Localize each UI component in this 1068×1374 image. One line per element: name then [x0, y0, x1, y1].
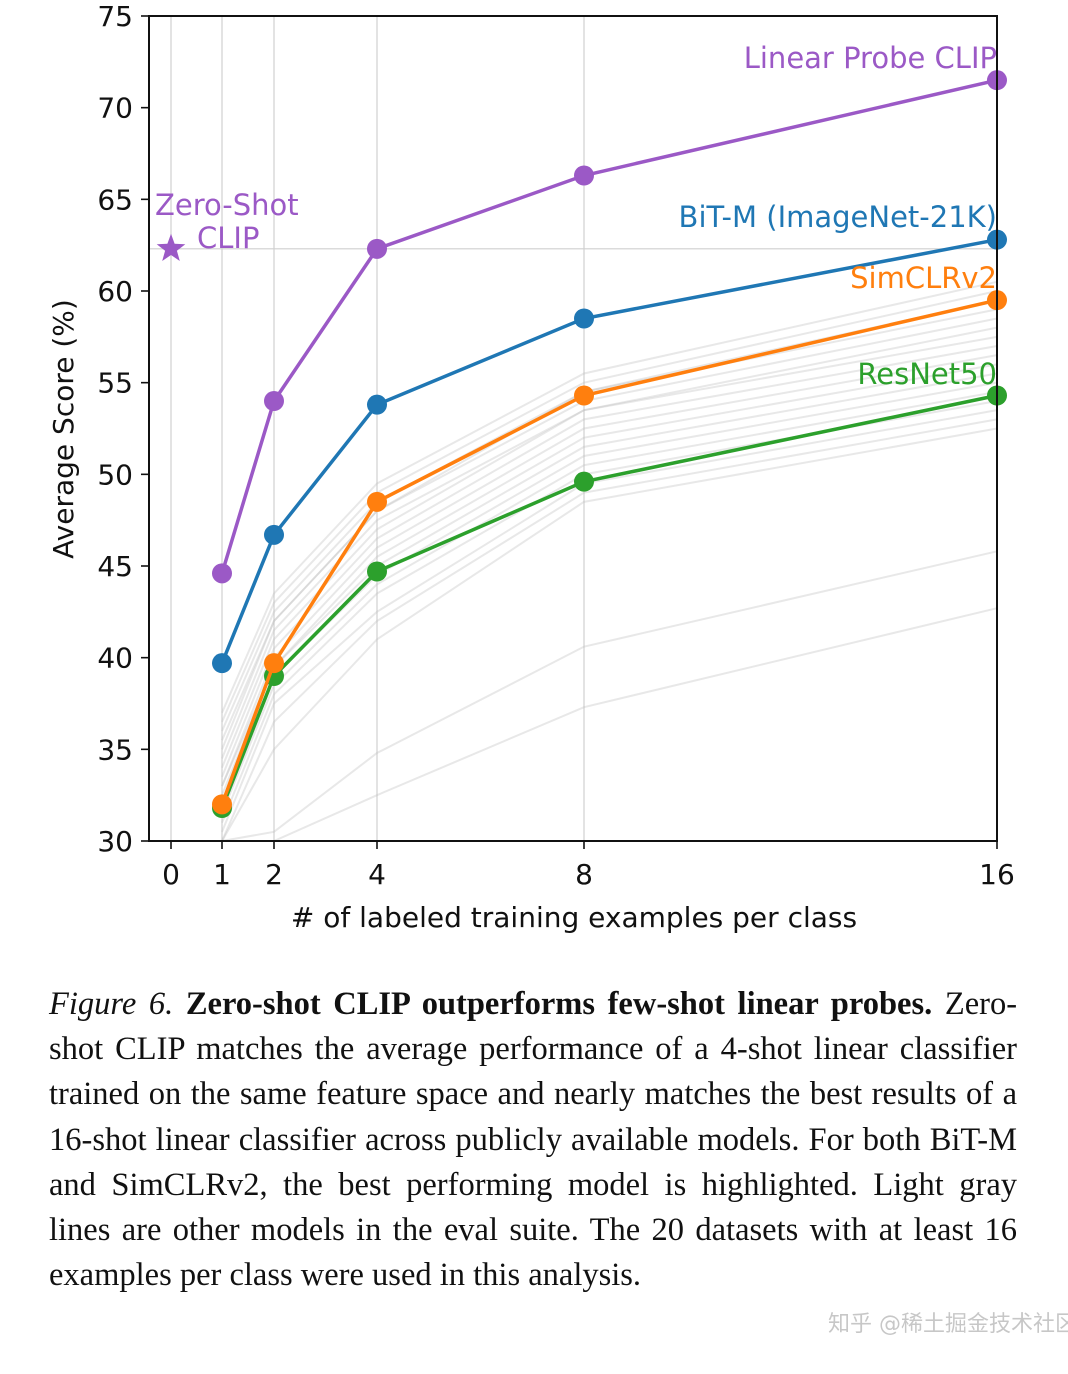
y-tick-label: 55 [97, 367, 133, 400]
simclrv2-point [264, 653, 284, 674]
bit-m-imagenet-21k-point [264, 524, 284, 545]
simclrv2-point [574, 385, 594, 406]
y-axis-label: Average Score (%) [47, 299, 80, 559]
y-tick-label: 35 [97, 733, 133, 766]
bit-m-imagenet-21k-point [212, 653, 232, 674]
x-tick-label: 4 [368, 858, 386, 891]
highlighted-series [156, 70, 1007, 818]
figure-caption: Figure 6. Zero-shot CLIP outperforms few… [49, 982, 1017, 1298]
figure-label: Figure 6. [49, 986, 174, 1022]
x-tick-label: 16 [979, 858, 1015, 891]
zero-shot-label-line1: Zero-Shot [155, 188, 299, 222]
x-tick-label: 1 [213, 858, 231, 891]
linear-probe-clip-point [574, 165, 594, 186]
y-tick-label: 40 [97, 642, 133, 675]
other-model-line [221, 280, 998, 714]
x-tick-label: 8 [575, 858, 593, 891]
resnet50-label: ResNet50 [857, 357, 997, 391]
other-model-line [221, 290, 998, 723]
other-model-line [221, 345, 998, 778]
other-model-line [221, 418, 998, 842]
plot-frame [148, 15, 998, 842]
grid-lines [149, 16, 998, 841]
other-model-line [221, 427, 998, 842]
watermark: 知乎 @稀土掘金技术社区 [828, 1312, 1068, 1337]
other-model-line [221, 326, 998, 759]
linear-probe-clip-point [264, 391, 284, 411]
resnet50-point [574, 471, 594, 492]
figure-title: Zero-shot CLIP outperforms few-shot line… [185, 986, 933, 1022]
other-model-line [222, 607, 998, 842]
y-tick-label: 70 [97, 92, 133, 125]
other-model-line [221, 372, 998, 796]
few-shot-chart: 0 1 2 4 8 16 30 35 40 45 50 55 60 65 70 75 Linear Probe… [47, 0, 1015, 934]
other-model-line [221, 400, 998, 824]
zero-shot-label-line2: CLIP [197, 221, 259, 255]
other-model-line [221, 335, 998, 769]
resnet50-line [220, 393, 998, 809]
y-tick-label: 65 [97, 183, 133, 216]
x-axis-label: # of labeled training examples per class [291, 901, 857, 934]
zero-shot-clip-star [156, 233, 186, 261]
y-tick-label: 60 [97, 275, 133, 308]
bit-m-imagenet-21k-point [367, 394, 387, 415]
y-tick-label: 30 [97, 825, 133, 858]
resnet50-point [367, 561, 387, 582]
axis-ticks: 0 1 2 4 8 16 30 35 40 45 50 55 60 65 70 75 [97, 0, 1014, 891]
caption-body: Zero-shot CLIP matches the average perfo… [49, 986, 1018, 1294]
other-model-line [221, 550, 998, 842]
y-tick-label: 45 [97, 550, 133, 583]
other-model-line [221, 363, 998, 787]
linear-probe-clip-label: Linear Probe CLIP [744, 41, 997, 75]
other-model-line [221, 390, 998, 814]
simclrv2-label: SimCLRv2 [850, 261, 997, 295]
x-tick-label: 2 [265, 858, 283, 891]
other-model-line [221, 409, 998, 833]
linear-probe-clip-point [367, 238, 387, 259]
series-labels: Linear Probe CLIP BiT-M (ImageNet-21K) Sim… [155, 41, 997, 391]
y-tick-label: 50 [97, 458, 133, 491]
other-model-line [221, 354, 998, 787]
bit-m-imagenet-21k-point [574, 308, 594, 329]
x-tick-label: 0 [162, 858, 180, 891]
y-tick-label: 75 [97, 0, 133, 33]
other-model-line [221, 381, 998, 805]
simclrv2-point [367, 491, 387, 512]
plot-border [148, 15, 998, 842]
bit-m-imagenet-21k-label: BiT-M (ImageNet-21K) [679, 200, 997, 234]
simclrv2-point [212, 794, 232, 815]
linear-probe-clip-point [212, 563, 232, 584]
